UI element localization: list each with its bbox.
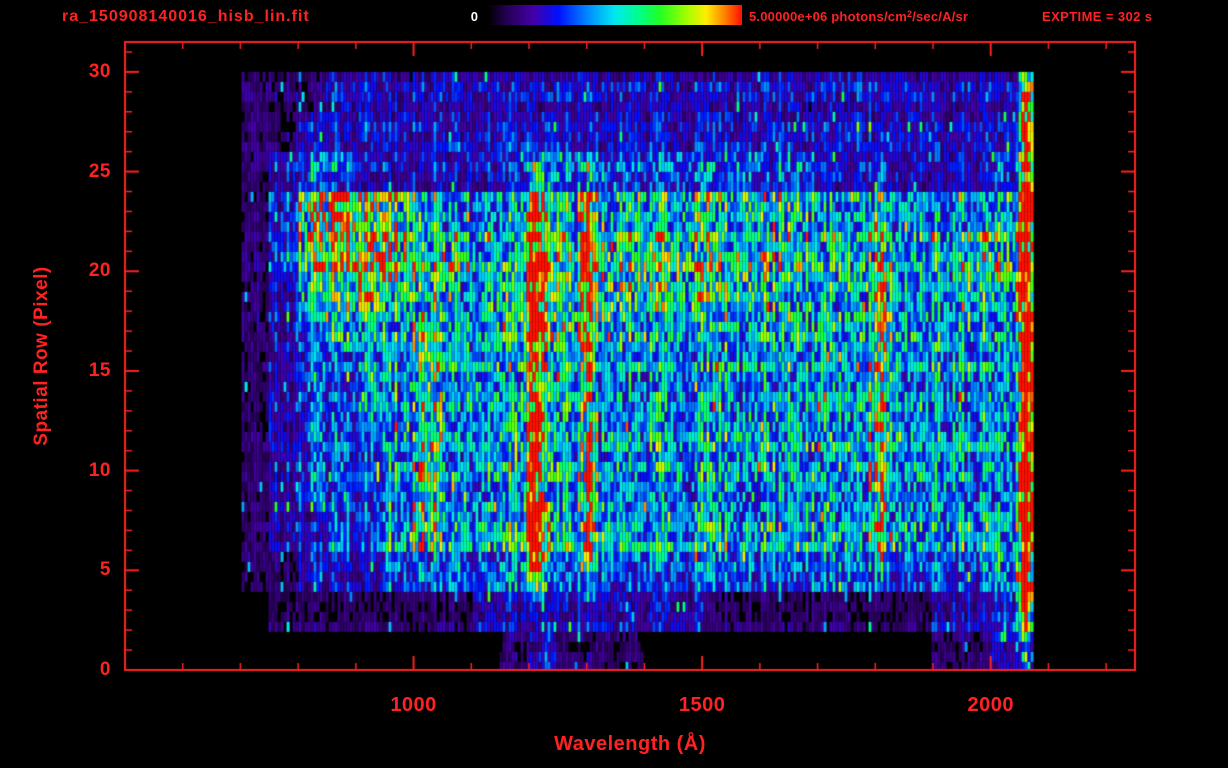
y-tick-label: 0 <box>99 659 111 680</box>
x-tick-label: 2000 <box>967 694 1014 716</box>
y-axis-title: Spatial Row (Pixel) <box>31 266 52 446</box>
y-tick-label: 10 <box>88 459 111 481</box>
flux-label-prefix: 5.00000e+06 photons/cm <box>749 9 907 24</box>
y-tick-label: 30 <box>88 60 111 82</box>
filename-title: ra_150908140016_hisb_lin.fit <box>62 8 310 25</box>
y-tick-label: 25 <box>88 160 111 182</box>
y-tick-label: 15 <box>88 359 111 381</box>
exptime-label: EXPTIME = 302 s <box>1042 9 1153 24</box>
x-axis-title: Wavelength (Å) <box>554 733 706 755</box>
colorbar-min-label: 0 <box>470 9 478 24</box>
y-tick-label: 5 <box>99 559 111 581</box>
colorbar-max-label: 5.00000e+06 photons/cm2/sec/A/sr <box>749 9 968 24</box>
flux-label-superscript: 2 <box>906 9 913 19</box>
y-tick-label: 20 <box>88 260 111 282</box>
x-tick-label: 1000 <box>390 694 437 716</box>
flux-label-suffix: /sec/A/sr <box>912 9 969 24</box>
colorbar-gradient <box>487 5 742 25</box>
x-tick-label: 1500 <box>678 694 726 716</box>
